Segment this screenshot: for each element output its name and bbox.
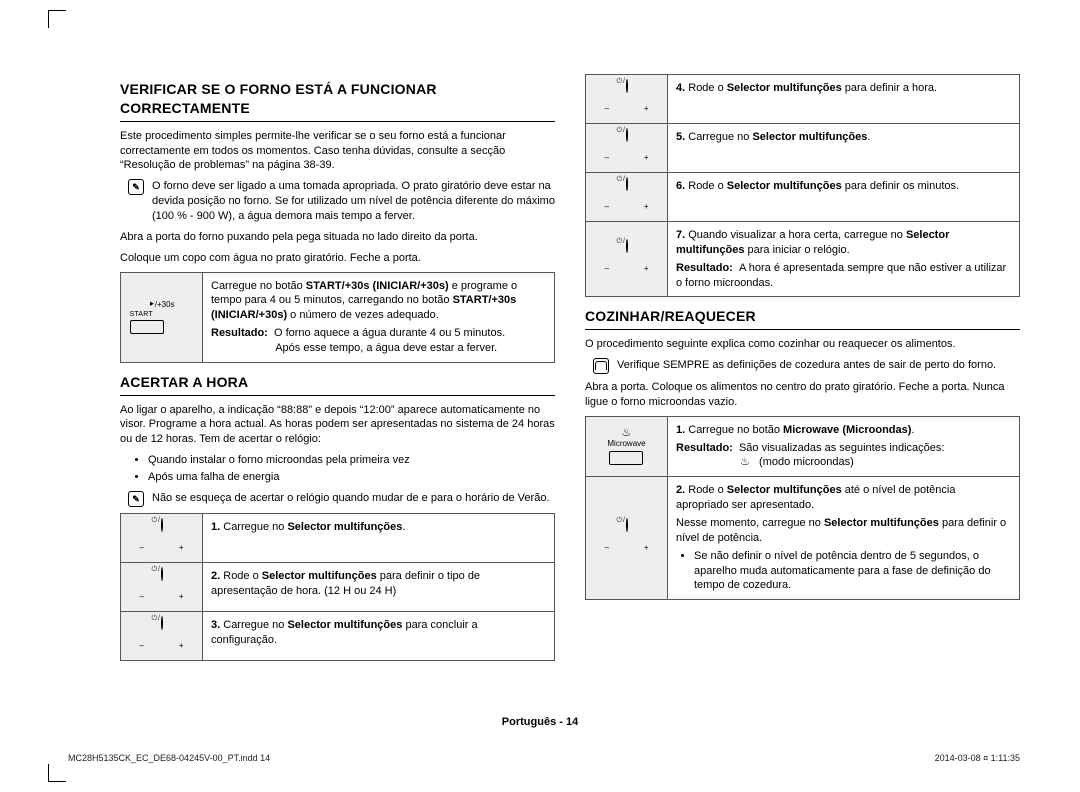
bullet-power-fail: Após uma falha de energia <box>148 470 555 485</box>
start30s-label: START <box>130 310 194 319</box>
cook-step-1: 1. Carregue no botão Microwave (Microond… <box>668 416 1020 477</box>
microwave-btn-cell: ♨ Microwave <box>586 416 668 477</box>
dial-icon: –+ <box>607 79 647 119</box>
indd-filename: MC28H5135CK_EC_DE68-04245V-00_PT.indd 14 <box>68 752 270 764</box>
table-settime-steps: –+ 1. Carregue no Selector multifunções.… <box>120 513 555 661</box>
para-cook-place: Abra a porta. Coloque os alimentos no ce… <box>585 380 1020 410</box>
note-dst: ✎ Não se esqueça de acertar o relógio qu… <box>120 491 555 507</box>
print-meta: MC28H5135CK_EC_DE68-04245V-00_PT.indd 14… <box>68 752 1020 764</box>
step-1: 1. Carregue no Selector multifunções. <box>203 513 555 562</box>
table-verify-step: ⯈/+30s START Carregue no botão START/+30… <box>120 272 555 363</box>
start30s-icon: ⯈/+30s START <box>130 300 194 334</box>
step-3: 3. Carregue no Selector multifunções par… <box>203 611 555 660</box>
dial-icon: –+ <box>607 239 647 279</box>
result-label: Resultado: <box>211 327 268 339</box>
step-4: 4. Rode o Selector multifunções para def… <box>668 75 1020 124</box>
note-checksettings: Verifique SEMPRE as definições de cozedu… <box>585 358 1020 374</box>
pencil-icon: ✎ <box>128 491 144 507</box>
step-6: 6. Rode o Selector multifunções para def… <box>668 173 1020 222</box>
para-open-door: Abra a porta do forno puxando pela pega … <box>120 230 555 245</box>
heading-settime: ACERTAR A HORA <box>120 373 555 396</box>
gauge-icon <box>593 358 609 374</box>
step-7: 7. Quando visualizar a hora certa, carre… <box>668 222 1020 297</box>
dial-icon: –+ <box>607 177 647 217</box>
microwave-button-icon: ♨ Microwave <box>607 428 645 466</box>
right-column: –+ 4. Rode o Selector multifunções para … <box>585 70 1020 722</box>
start30s-icon-cell: ⯈/+30s START <box>121 272 203 362</box>
para-place-water: Coloque um copo com água no prato girató… <box>120 251 555 266</box>
dial-icon: –+ <box>142 567 182 607</box>
left-column: VERIFICAR SE O FORNO ESTÁ A FUNCIONAR CO… <box>120 70 555 722</box>
dial-icon: –+ <box>142 518 182 558</box>
dial-icon: –+ <box>142 616 182 656</box>
cook-step-2: 2. Rode o Selector multifunções até o ní… <box>668 477 1020 600</box>
para-verify-intro: Este procedimento simples permite-lhe ve… <box>120 129 555 174</box>
note-plug: ✎ O forno deve ser ligado a uma tomada a… <box>120 179 555 224</box>
result-label: Resultado: <box>676 262 733 274</box>
note-checksettings-text: Verifique SEMPRE as definições de cozedu… <box>617 358 996 373</box>
para-cook-intro: O procedimento seguinte explica como coz… <box>585 337 1020 352</box>
table-cook-steps: ♨ Microwave 1. Carregue no botão Microwa… <box>585 416 1020 600</box>
microwave-mode-icon: ♨ <box>740 456 750 468</box>
pencil-icon: ✎ <box>128 179 144 195</box>
heading-verify: VERIFICAR SE O FORNO ESTÁ A FUNCIONAR CO… <box>120 80 555 122</box>
result-label: Resultado: <box>676 442 733 454</box>
start30s-text: Carregue no botão START/+30s (INICIAR/+3… <box>203 272 555 362</box>
dial-icon: –+ <box>607 518 647 558</box>
para-settime-intro: Ao ligar o aparelho, a indicação “88:88”… <box>120 403 555 448</box>
cook-step-2-note: Se não definir o nível de potência dentr… <box>694 549 1011 594</box>
page-content: VERIFICAR SE O FORNO ESTÁ A FUNCIONAR CO… <box>120 70 1020 722</box>
step-2: 2. Rode o Selector multifunções para def… <box>203 562 555 611</box>
settime-bullets: Quando instalar o forno microondas pela … <box>120 453 555 485</box>
table-settime-steps-cont: –+ 4. Rode o Selector multifunções para … <box>585 74 1020 297</box>
note-dst-text: Não se esqueça de acertar o relógio quan… <box>152 491 550 506</box>
note-plug-text: O forno deve ser ligado a uma tomada apr… <box>152 179 555 224</box>
crop-mark-tl <box>48 10 66 28</box>
start30s-top: ⯈/+30s <box>148 300 174 309</box>
crop-mark-bl <box>48 764 66 782</box>
heading-cook: COZINHAR/REAQUECER <box>585 307 1020 330</box>
bullet-first-install: Quando instalar o forno microondas pela … <box>148 453 555 468</box>
indd-timestamp: 2014-03-08 ¤ 1:11:35 <box>935 752 1020 764</box>
page-footer: Português - 14 <box>0 715 1080 730</box>
dial-icon: –+ <box>607 128 647 168</box>
step-5: 5. Carregue no Selector multifunções. <box>668 124 1020 173</box>
